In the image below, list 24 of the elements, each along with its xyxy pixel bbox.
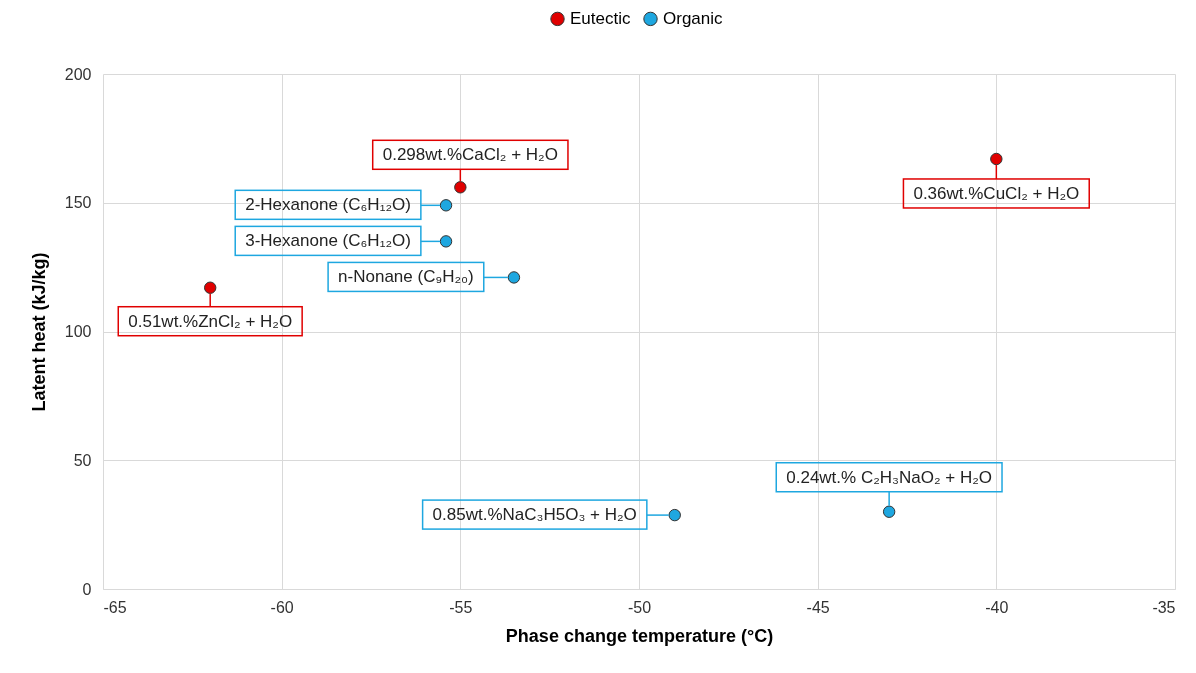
annotation: 0.51wt.%ZnCl₂ + H₂O [128,311,293,331]
annotation: n-Nonane (C₉H₂₀) [338,267,474,287]
annotation: 0.85wt.%NaC₃H5O₃ + H₂O [432,505,637,525]
y-tick-label: 200 [64,65,92,83]
x-tick-label: -60 [270,598,294,616]
legend-label: Eutectic [570,8,631,28]
y-tick-label: 100 [64,323,92,340]
annotation: 0.24wt.% C₂H₃NaO₂ + H₂O [786,467,993,487]
x-tick-label: -45 [806,598,830,616]
x-tick-label: -50 [627,598,652,616]
x-tick-label: -55 [449,598,473,616]
y-axis-title: Latent heat (kJ/kg) [28,252,49,412]
annotation: 3-Hexanone (C₆H₁₂O) [245,231,411,251]
x-tick-label: -65 [103,598,127,616]
legend-label: Organic [663,8,724,28]
annotation: 2-Hexanone (C₆H₁₂O) [245,195,411,215]
x-tick-label: -40 [985,598,1009,616]
x-tick-label: -35 [1152,598,1176,616]
y-tick-label: 0 [82,580,92,598]
annotation: 0.36wt.%CuCl₂ + H₂O [913,183,1080,203]
y-tick-label: 150 [64,194,92,212]
y-tick-label: 50 [73,451,92,469]
annotation: 0.298wt.%CaCl₂ + H₂O [382,145,558,165]
x-axis-title: Phase change temperature (°C) [505,625,774,646]
